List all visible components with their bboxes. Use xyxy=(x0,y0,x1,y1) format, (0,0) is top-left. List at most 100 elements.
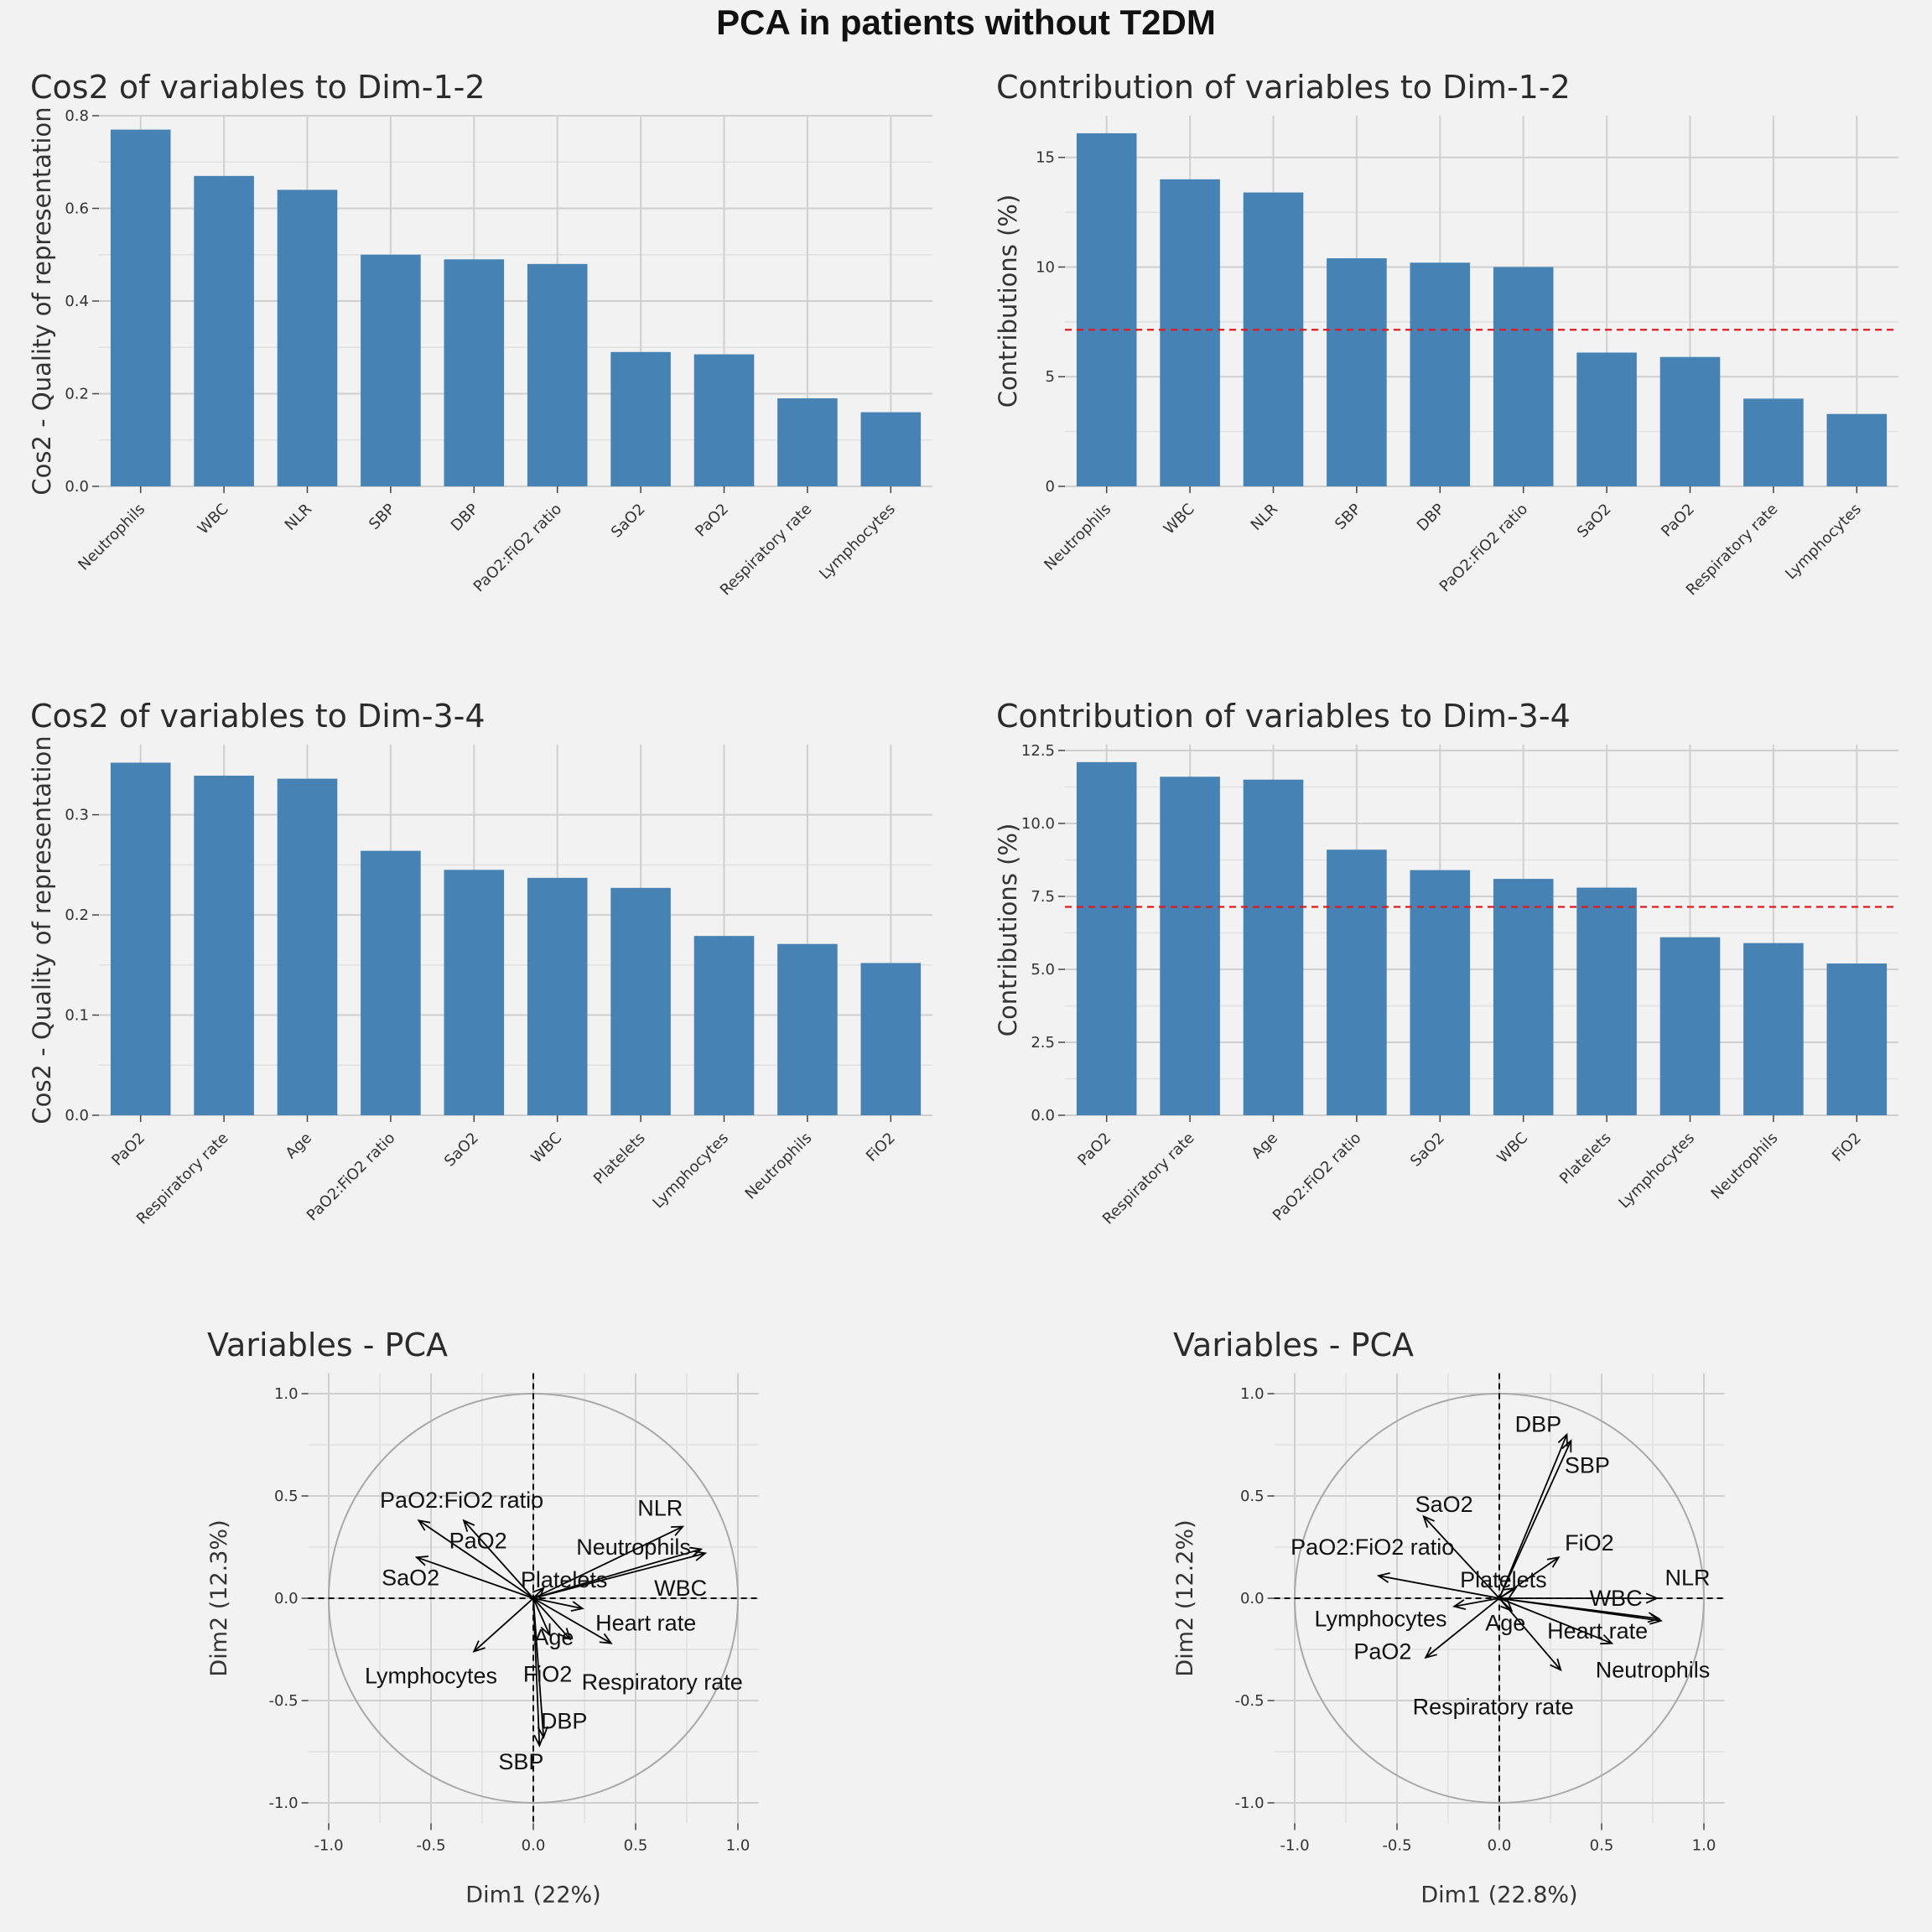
arrow-head xyxy=(1645,1592,1659,1604)
contrib-dim12-chart: Contribution of variables to Dim-1-2 0 5 10… xyxy=(994,69,1898,599)
variable-label: NLR xyxy=(1665,1566,1710,1591)
variable-label: FiO2 xyxy=(523,1661,573,1686)
bar xyxy=(194,175,254,486)
bar xyxy=(1327,849,1387,1115)
y-tick-label: 0 xyxy=(1046,478,1055,496)
y-tick-label: -1.0 xyxy=(268,1794,298,1812)
bar xyxy=(110,129,171,486)
bar xyxy=(1160,776,1220,1115)
variable-label: Respiratory rate xyxy=(1413,1694,1574,1719)
y-tick-label: 0.0 xyxy=(1031,1107,1055,1124)
variable-label: Age xyxy=(1485,1610,1525,1635)
x-tick-label: Neutrophils xyxy=(742,1130,816,1203)
cos2-dim12-chart: Cos2 of variables to Dim-1-2 0.0 0.2 0.4 0.6… xyxy=(28,69,932,600)
pca-variables-circle-right: Variables - PCA -1.0 -0.5 0.0 0.5 1.0 -1.0 -0.5… xyxy=(1172,1327,1725,1908)
variable-label: Platelets xyxy=(521,1567,608,1592)
y-tick-label: 1.0 xyxy=(274,1385,299,1403)
y-tick-label: 2.5 xyxy=(1031,1034,1055,1052)
variable-arrow xyxy=(532,1597,571,1640)
y-tick-label: 10 xyxy=(1036,258,1055,276)
x-tick-label: Platelets xyxy=(1556,1130,1615,1188)
x-tick-label: FiO2 xyxy=(1829,1130,1865,1166)
variable-label: SBP xyxy=(498,1749,543,1774)
x-tick-label: Neutrophils xyxy=(1041,501,1114,574)
variable-arrow xyxy=(416,1556,534,1599)
arrow-head xyxy=(1452,1599,1467,1610)
x-tick-label: Platelets xyxy=(590,1130,649,1188)
x-tick-label: Neutrophils xyxy=(75,501,148,574)
arrow-head xyxy=(537,1726,548,1740)
x-tick-label: Neutrophils xyxy=(1708,1130,1782,1203)
variable-label: Respiratory rate xyxy=(582,1670,743,1695)
cos2-dim34-chart: Cos2 of variables to Dim-3-4 0.0 0.1 0.2 0.3… xyxy=(28,698,932,1228)
arrow-head xyxy=(414,1555,428,1566)
bar xyxy=(361,850,421,1115)
variable-label: Heart rate xyxy=(1547,1618,1648,1644)
variable-arrow xyxy=(1498,1597,1661,1622)
arrow-head xyxy=(570,1601,584,1613)
y-tick-label: 0.4 xyxy=(65,293,89,310)
x-tick-label: Respiratory rate xyxy=(717,501,816,600)
y-tick-label: 1.0 xyxy=(1240,1385,1265,1403)
y-tick-label: 0.0 xyxy=(65,478,89,496)
y-tick-label: 10.0 xyxy=(1021,815,1055,833)
y-tick-label: 0.1 xyxy=(65,1007,89,1025)
bar xyxy=(777,943,838,1115)
arrow-head xyxy=(689,1546,704,1558)
variable-arrow xyxy=(532,1587,544,1599)
x-tick-label: 1.0 xyxy=(1692,1836,1716,1854)
variable-arrow xyxy=(1454,1597,1500,1607)
y-tick-label: -0.5 xyxy=(268,1692,298,1710)
arrow-head xyxy=(599,1633,613,1644)
bar xyxy=(1576,352,1637,486)
variable-label: WBC xyxy=(1590,1586,1643,1611)
bar xyxy=(277,190,338,486)
arrow-head xyxy=(1422,1514,1435,1528)
bar xyxy=(610,887,671,1115)
y-tick-label: 0.0 xyxy=(1240,1590,1265,1607)
x-tick-label: PaO2:FiO2 ratio xyxy=(1270,1130,1365,1225)
variable-arrow xyxy=(532,1548,702,1599)
variable-label: SaO2 xyxy=(1415,1492,1473,1517)
variable-label: Platelets xyxy=(1460,1567,1547,1592)
variable-arrow xyxy=(463,1519,534,1599)
x-tick-label: Age xyxy=(1249,1130,1281,1162)
variable-arrow xyxy=(532,1597,612,1644)
arrow-head xyxy=(1600,1634,1614,1645)
y-tick-label: 12.5 xyxy=(1021,742,1055,760)
variable-label: DBP xyxy=(1515,1412,1562,1437)
arrow-head xyxy=(1557,1432,1568,1446)
x-tick-label: Respiratory rate xyxy=(133,1130,232,1228)
x-tick-label: Lymphocytes xyxy=(649,1130,732,1213)
x-tick-label: PaO2 xyxy=(1658,501,1698,541)
panel-title: Contribution of variables to Dim-3-4 xyxy=(996,698,1571,735)
arrow-head xyxy=(462,1519,475,1532)
bar xyxy=(693,354,755,486)
bar xyxy=(1493,267,1554,486)
y-tick-label: 0.8 xyxy=(65,107,89,125)
x-tick-label: SBP xyxy=(1332,501,1364,533)
y-tick-label: 0.5 xyxy=(1240,1488,1265,1505)
x-tick-label: Lymphocytes xyxy=(816,501,899,584)
y-axis-label: Cos2 - Quality of representation xyxy=(28,106,56,495)
x-tick-label: WBC xyxy=(1161,501,1198,538)
arrow-head xyxy=(417,1519,431,1531)
panel-title: Contribution of variables to Dim-1-2 xyxy=(996,69,1571,106)
x-tick-label: Lymphocytes xyxy=(1782,501,1865,584)
y-axis-label: Dim2 (12.3%) xyxy=(206,1519,232,1676)
x-tick-label: Respiratory rate xyxy=(1099,1130,1198,1228)
bar xyxy=(1493,879,1554,1115)
bar xyxy=(777,398,838,486)
y-axis-label: Contributions (%) xyxy=(994,195,1022,408)
bar xyxy=(1743,398,1804,486)
variable-arrow xyxy=(1498,1440,1572,1599)
arrow-head xyxy=(1424,1646,1437,1659)
panel-title: Cos2 of variables to Dim-1-2 xyxy=(30,69,486,106)
x-tick-label: NLR xyxy=(1248,501,1281,534)
variable-arrow xyxy=(1425,1597,1500,1659)
variable-label: SaO2 xyxy=(382,1566,439,1591)
x-tick-label: DBP xyxy=(1414,501,1448,535)
y-tick-label: 0.2 xyxy=(65,386,89,403)
arrow-head xyxy=(671,1525,685,1536)
variable-label: PaO2 xyxy=(1353,1639,1411,1664)
